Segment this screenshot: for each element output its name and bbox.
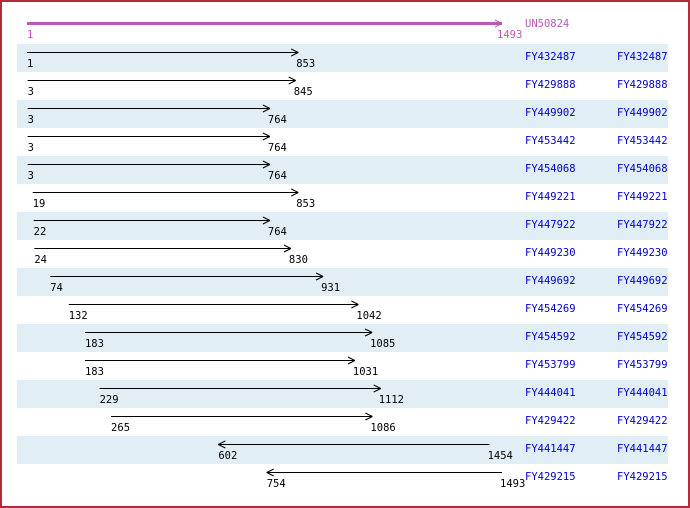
alignment-end-coordinate: 764	[267, 114, 287, 126]
sequence-link-primary[interactable]: FY429888	[525, 79, 576, 91]
sequence-link-primary[interactable]: FY447922	[525, 219, 576, 231]
alignment-arrow	[27, 104, 271, 113]
alignment-start-coordinate: 3	[27, 114, 34, 126]
alignment-end-coordinate: 764	[267, 170, 287, 182]
alignment-start-coordinate: 24	[34, 254, 47, 266]
sequence-link-secondary[interactable]: FY454592	[617, 331, 668, 343]
row-stripe	[17, 380, 668, 408]
alignment-start-coordinate: 183	[84, 366, 104, 378]
alignment-end-coordinate: 1031	[352, 366, 379, 378]
sequence-link-secondary[interactable]: FY429215	[617, 471, 668, 483]
alignment-arrow	[27, 132, 271, 141]
alignment-end-coordinate: 830	[288, 254, 308, 266]
sequence-link-primary[interactable]: FY449230	[525, 247, 576, 259]
sequence-link-secondary[interactable]: FY453442	[617, 135, 668, 147]
sequence-link-secondary[interactable]: FY444041	[617, 387, 668, 399]
alignment-arrow	[218, 440, 490, 449]
sequence-link-primary[interactable]: FY449692	[525, 275, 576, 287]
sequence-link-primary[interactable]: FY429422	[525, 415, 576, 427]
row-stripe	[17, 324, 668, 352]
sequence-link-secondary[interactable]: FY454269	[617, 303, 668, 315]
row-stripe	[17, 268, 668, 296]
alignment-start-coordinate: 3	[27, 86, 34, 98]
alignment-end-coordinate: 853	[296, 58, 316, 70]
sequence-link-primary[interactable]: FY454269	[525, 303, 576, 315]
alignment-end-coordinate: 1086	[370, 422, 396, 434]
alignment-start-coordinate: 183	[84, 338, 104, 350]
row-stripe	[17, 44, 668, 72]
alignment-arrow	[50, 272, 324, 281]
sequence-link-secondary[interactable]: FY449902	[617, 107, 668, 119]
sequence-link-secondary[interactable]: FY449692	[617, 275, 668, 287]
alignment-start-coordinate: 19	[32, 198, 46, 210]
alignment-start-coordinate: 602	[218, 450, 238, 462]
sequence-link-primary[interactable]: FY432487	[525, 51, 576, 63]
sequence-link-primary[interactable]: FY441447	[525, 443, 576, 455]
alignment-start-coordinate: 754	[266, 478, 286, 490]
alignment-arrow	[32, 188, 299, 197]
row-stripe	[17, 436, 668, 464]
alignment-end-coordinate: 1085	[370, 338, 396, 350]
alignment-start-coordinate: 229	[99, 394, 119, 406]
alignment-arrow	[111, 412, 373, 421]
sequence-link-secondary[interactable]: FY432487	[617, 51, 668, 63]
alignment-arrow	[27, 160, 271, 169]
alignment-start-coordinate: 265	[111, 422, 131, 434]
sequence-link-primary[interactable]: FY454592	[525, 331, 576, 343]
sequence-link-secondary[interactable]: FY449230	[617, 247, 668, 259]
alignment-end-coordinate: 764	[267, 142, 287, 154]
alignment-arrow	[33, 216, 271, 225]
alignment-end-coordinate: 845	[293, 86, 313, 98]
reference-arrow	[27, 19, 503, 28]
sequence-link-secondary[interactable]: FY429888	[617, 79, 668, 91]
alignment-arrow	[84, 328, 373, 337]
alignment-start-coordinate: 74	[50, 282, 63, 294]
alignment-arrow	[34, 244, 292, 253]
alignment-start-coordinate: 132	[68, 310, 88, 322]
alignment-end-coordinate: 1454	[487, 450, 513, 462]
reference-name-label: UN50824	[525, 18, 570, 30]
alignment-end-coordinate: 1042	[356, 310, 382, 322]
alignment-start-coordinate: 3	[27, 170, 34, 182]
reference-start-coordinate: 1	[27, 29, 34, 41]
row-stripe	[17, 100, 668, 128]
alignment-end-coordinate: 931	[321, 282, 341, 294]
alignment-end-coordinate: 764	[267, 226, 287, 238]
sequence-link-secondary[interactable]: FY441447	[617, 443, 668, 455]
alignment-arrow	[68, 300, 359, 309]
sequence-link-primary[interactable]: FY449902	[525, 107, 576, 119]
sequence-link-secondary[interactable]: FY447922	[617, 219, 668, 231]
sequence-link-primary[interactable]: FY453799	[525, 359, 576, 371]
alignment-start-coordinate: 3	[27, 142, 34, 154]
alignment-end-coordinate: 1493	[500, 478, 526, 490]
reference-end-coordinate: 1493	[497, 29, 523, 41]
alignment-arrow	[27, 76, 296, 85]
sequence-link-primary[interactable]: FY453442	[525, 135, 576, 147]
sequence-link-secondary[interactable]: FY453799	[617, 359, 668, 371]
sequence-link-secondary[interactable]: FY429422	[617, 415, 668, 427]
alignment-start-coordinate: 1	[27, 58, 34, 70]
row-stripe	[17, 212, 668, 240]
alignment-arrow	[84, 356, 356, 365]
alignment-arrow	[27, 48, 299, 57]
sequence-link-secondary[interactable]: FY454068	[617, 163, 668, 175]
sequence-link-primary[interactable]: FY454068	[525, 163, 576, 175]
alignment-end-coordinate: 1112	[378, 394, 404, 406]
sequence-link-secondary[interactable]: FY449221	[617, 191, 668, 203]
alignment-end-coordinate: 853	[296, 198, 316, 210]
alignment-arrow	[266, 468, 502, 477]
sequence-link-primary[interactable]: FY444041	[525, 387, 576, 399]
row-stripe	[17, 156, 668, 184]
alignment-start-coordinate: 22	[33, 226, 47, 238]
sequence-link-primary[interactable]: FY449221	[525, 191, 576, 203]
sequence-link-primary[interactable]: FY429215	[525, 471, 576, 483]
alignment-arrow	[99, 384, 381, 393]
